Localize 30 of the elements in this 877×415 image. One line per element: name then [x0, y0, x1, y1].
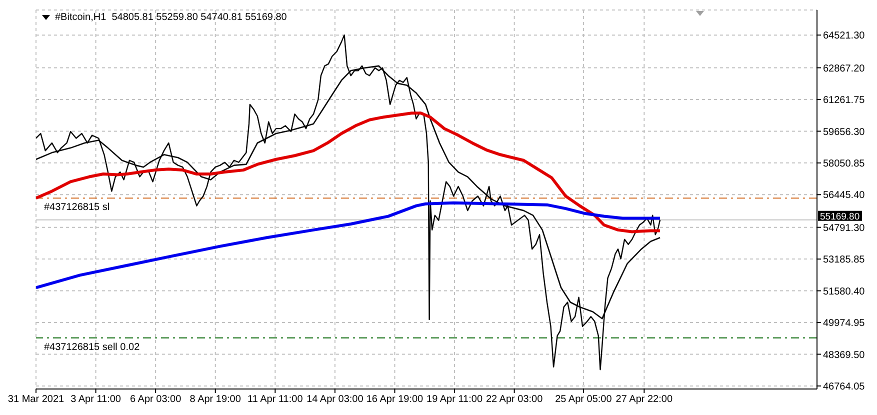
y-tick-label: 64521.30: [823, 30, 866, 42]
x-tick-label: 31 Mar 2021: [8, 394, 65, 406]
y-tick-label: 51580.40: [823, 286, 866, 298]
y-tick-label: 54791.30: [823, 222, 866, 234]
x-tick-label: 22 Apr 03:00: [486, 394, 544, 406]
x-tick-label: 27 Apr 22:00: [616, 394, 673, 406]
y-tick-label: 59656.30: [823, 126, 866, 138]
x-tick-label: 8 Apr 19:00: [190, 394, 242, 406]
y-tick-label: 48369.50: [823, 350, 866, 361]
y-tick-label: 53185.85: [823, 254, 866, 266]
ref-line-label: #437126815 sl: [44, 202, 110, 214]
y-tick-label: 61261.75: [823, 95, 866, 106]
y-tick-label: 62867.20: [823, 63, 866, 74]
y-tick-label: 49974.95: [823, 318, 866, 330]
ref-line-label: #437126815 sell 0.02: [44, 342, 140, 353]
x-tick-label: 19 Apr 11:00: [426, 394, 483, 406]
y-tick-label: 56445.40: [823, 190, 866, 202]
x-tick-label: 25 Apr 05:00: [555, 394, 612, 406]
ref-line-label: 55169.80: [820, 211, 860, 222]
line-series: [36, 34, 661, 370]
x-tick-label: 3 Apr 11:00: [70, 394, 122, 406]
y-tick-label: 46764.05: [823, 382, 866, 393]
x-tick-label: 14 Apr 03:00: [306, 394, 364, 406]
y-tick-label: 58050.85: [823, 158, 866, 170]
line-series: [36, 112, 662, 234]
chart-title: #Bitcoin,H1 54805.81 55259.80 54740.81 55169.80: [55, 12, 287, 23]
x-tick-label: 6 Apr 03:00: [130, 394, 182, 406]
line-series: [36, 201, 662, 290]
x-tick-label: 16 Apr 19:00: [366, 394, 424, 406]
x-tick-label: 11 Apr 11:00: [248, 394, 304, 406]
